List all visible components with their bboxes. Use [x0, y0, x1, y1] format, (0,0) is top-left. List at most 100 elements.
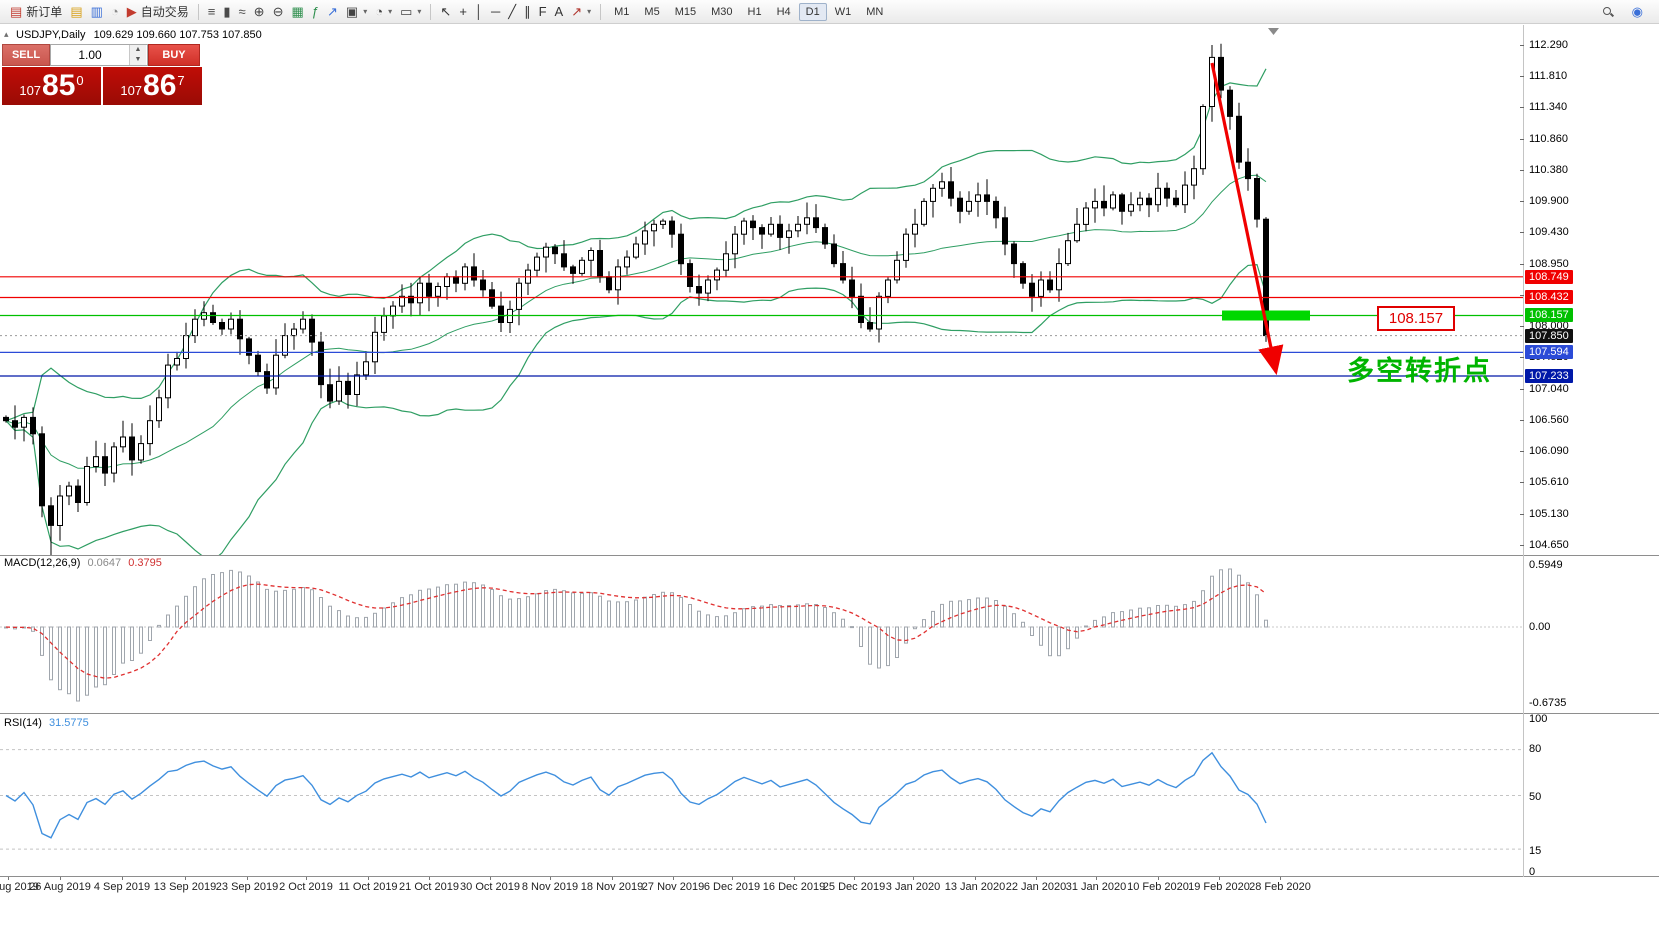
support-zone-rectangle[interactable] — [1222, 310, 1310, 321]
hline-button[interactable]: ─ — [487, 3, 504, 20]
zoom-in-button[interactable]: ⊕ — [250, 3, 269, 20]
candle-body — [903, 233, 909, 261]
line-mode-button[interactable]: ≈ — [235, 3, 250, 20]
macd-histogram-bar — [1066, 626, 1070, 650]
symbol-title: USDJPY,Daily 109.629 109.660 107.753 107… — [16, 29, 262, 41]
new-chart-button-dropdown-icon[interactable]: ▾ — [363, 7, 368, 16]
timeframe-m1[interactable]: M1 — [614, 5, 630, 18]
timeframe-d1[interactable]: D1 — [798, 2, 827, 21]
text-button[interactable]: A — [551, 3, 568, 20]
timeframe-m15[interactable]: M15 — [674, 5, 697, 18]
macd-histogram-bar — [274, 590, 278, 628]
one-click-collapse-icon[interactable]: ▴ — [4, 29, 9, 39]
auto-trading-button[interactable]: ▶ 自动交易 — [123, 1, 193, 22]
search-button[interactable] — [1598, 4, 1618, 20]
bollinger-middle-band — [5, 174, 1267, 469]
new-order-button[interactable]: ▤ 新订单 — [6, 1, 66, 22]
community-button[interactable]: ◉ — [1628, 3, 1647, 20]
panel-separator[interactable] — [0, 713, 1659, 714]
indicators-button[interactable]: ƒ — [308, 3, 323, 20]
macd-histogram-bar — [256, 581, 260, 628]
macd-histogram-bar — [625, 601, 629, 628]
macd-histogram-bar — [283, 589, 287, 628]
turning-point-note[interactable]: 多空转折点 — [1347, 356, 1492, 386]
time-axis-label: 30 Oct 2019 — [460, 881, 520, 893]
time-axis-label: 25 Dec 2019 — [822, 881, 886, 893]
time-tick — [1036, 877, 1037, 880]
macd-histogram-bar — [40, 626, 44, 656]
volume-up-button[interactable]: ▲ — [130, 45, 146, 55]
volume-down-button[interactable]: ▼ — [130, 55, 146, 65]
fibonacci-button[interactable]: F — [535, 3, 551, 20]
time-axis-label: 13 Jan 2020 — [944, 881, 1006, 893]
candle-body — [381, 315, 387, 333]
template-button[interactable]: ▭ ▾ — [396, 3, 425, 20]
trendline-button[interactable]: ╱ — [504, 3, 520, 20]
sell-button[interactable]: SELL — [2, 44, 50, 66]
rsi-indicator-chart[interactable] — [0, 715, 1524, 875]
time-axis-label: 19 Feb 2020 — [1188, 881, 1250, 893]
chart-shift-marker[interactable] — [1268, 28, 1279, 35]
macd-histogram-bar — [544, 590, 548, 628]
toolbar-separator — [600, 3, 602, 20]
indicator-window-icon: ↗ — [327, 4, 338, 19]
candle-body — [1092, 200, 1098, 209]
price-scale[interactable]: 112.290 111.810 111.340 110.860 110.380 109.9… — [1520, 25, 1658, 555]
timeframe-h4[interactable]: H4 — [776, 5, 791, 18]
candle-body — [399, 295, 405, 307]
macd-histogram-bar — [472, 582, 476, 628]
buy-price-display[interactable]: 107 86 7 — [103, 67, 202, 105]
indicator-window-button[interactable]: ↗ — [323, 3, 342, 20]
arrows-button[interactable]: ↗ ▾ — [567, 3, 595, 20]
crosshair-button[interactable]: + — [455, 3, 471, 20]
rsi-scale[interactable]: 100 80 50 15 0 — [1524, 713, 1658, 878]
period-button[interactable]: ◔ ▾ — [371, 3, 396, 20]
candle-body — [1110, 194, 1116, 209]
macd-indicator-chart[interactable] — [0, 557, 1524, 713]
channel-button[interactable]: ∥ — [520, 3, 535, 20]
time-axis-label: 11 Oct 2019 — [338, 881, 398, 893]
macd-scale[interactable]: 0.5949 0.00 -0.6735 — [1524, 557, 1658, 713]
help-button[interactable]: ◔ — [107, 3, 123, 20]
time-tick — [794, 877, 795, 880]
new-chart-button[interactable]: ▣ ▾ — [342, 3, 371, 20]
timeframe-w1[interactable]: W1 — [834, 5, 852, 18]
panel-separator[interactable] — [0, 555, 1659, 556]
price-level-flag[interactable]: 108.157 — [1377, 306, 1455, 331]
candle-body — [156, 397, 162, 422]
arrows-button-dropdown-icon[interactable]: ▾ — [587, 7, 592, 16]
timeframe-h1[interactable]: H1 — [747, 5, 762, 18]
candle-body — [984, 194, 990, 202]
trendline-icon: ╱ — [508, 4, 517, 19]
vline-button[interactable]: │ — [471, 3, 487, 20]
trend-arrow[interactable] — [1210, 62, 1284, 376]
candle-body — [534, 256, 540, 271]
time-axis-label: 27 Nov 2019 — [641, 881, 705, 893]
price-axis-label: 110.380 — [1529, 164, 1568, 176]
grid-button[interactable]: ▦ — [287, 3, 307, 20]
timeframe-mn[interactable]: MN — [866, 5, 884, 18]
candle-body — [408, 295, 414, 304]
macd-histogram-bar — [499, 595, 503, 628]
cursor-button[interactable]: ↖ — [436, 3, 455, 20]
bars-mode-button[interactable]: ≡ — [204, 3, 220, 20]
timeframe-m5[interactable]: M5 — [644, 5, 660, 18]
template-button-dropdown-icon[interactable]: ▾ — [417, 7, 422, 16]
zoom-out-button[interactable]: ⊖ — [269, 3, 288, 20]
volume-input[interactable] — [51, 45, 129, 65]
bollinger-lower-band — [5, 263, 1267, 555]
profiles-button[interactable]: ▤ — [66, 3, 86, 20]
price-chart[interactable] — [0, 25, 1524, 555]
market-watch-button[interactable]: ▥ — [87, 3, 107, 20]
period-button-dropdown-icon[interactable]: ▾ — [388, 7, 393, 16]
time-axis-label: 18 Nov 2019 — [580, 881, 644, 893]
timeframe-m30[interactable]: M30 — [711, 5, 733, 18]
buy-button[interactable]: BUY — [148, 44, 200, 66]
sell-price-display[interactable]: 107 85 0 — [2, 67, 101, 105]
price-tick — [1520, 264, 1524, 265]
candles-mode-button[interactable]: ▮ — [219, 3, 234, 20]
candle-body — [714, 269, 720, 281]
candle-body — [750, 220, 756, 229]
candle-body — [1101, 200, 1107, 209]
